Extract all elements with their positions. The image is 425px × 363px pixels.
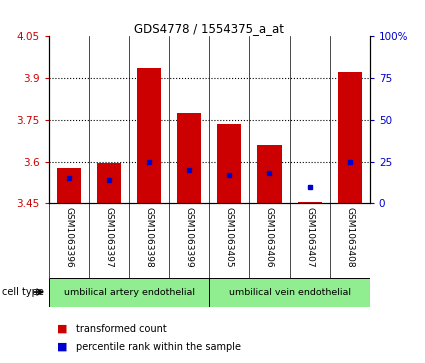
Text: GSM1063397: GSM1063397 — [105, 207, 113, 268]
Text: GSM1063398: GSM1063398 — [144, 207, 154, 268]
Text: GSM1063407: GSM1063407 — [305, 207, 314, 268]
Bar — [337, 73, 362, 203]
Text: GSM1063399: GSM1063399 — [185, 207, 194, 268]
Text: GSM1063405: GSM1063405 — [225, 207, 234, 268]
Text: umbilical vein endothelial: umbilical vein endothelial — [229, 288, 351, 297]
Bar — [137, 68, 161, 203]
Bar — [209, 278, 370, 307]
Title: GDS4778 / 1554375_a_at: GDS4778 / 1554375_a_at — [134, 22, 284, 35]
Text: cell type: cell type — [2, 287, 44, 297]
Bar — [258, 145, 281, 203]
Bar — [177, 113, 201, 203]
Bar — [97, 163, 121, 203]
Bar — [298, 202, 322, 203]
Text: GSM1063408: GSM1063408 — [345, 207, 354, 268]
Text: umbilical artery endothelial: umbilical artery endothelial — [64, 288, 195, 297]
Bar — [57, 168, 81, 203]
Bar — [217, 124, 241, 203]
Text: GSM1063396: GSM1063396 — [65, 207, 74, 268]
Text: ■: ■ — [57, 342, 68, 352]
Text: GSM1063406: GSM1063406 — [265, 207, 274, 268]
Bar — [49, 278, 209, 307]
Text: percentile rank within the sample: percentile rank within the sample — [76, 342, 241, 352]
Text: ■: ■ — [57, 323, 68, 334]
Text: transformed count: transformed count — [76, 323, 167, 334]
